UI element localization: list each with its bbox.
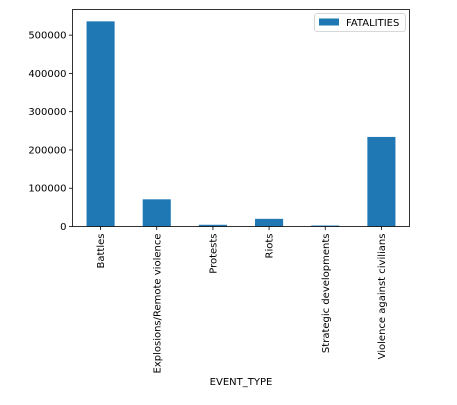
bar-5 <box>367 136 396 227</box>
x-axis-title: EVENT_TYPE <box>210 377 273 388</box>
x-axis: Battles Explosions/Remote violence Protest… <box>96 226 388 374</box>
y-axis: 0 100000 200000 300000 400000 500000 <box>28 31 73 233</box>
y-tick-label: 300000 <box>28 107 66 118</box>
y-tick-label: 0 <box>60 222 66 233</box>
plot-area-frame <box>72 9 410 227</box>
legend: FATALITIES <box>314 13 406 32</box>
x-tick-label: Violence against civilians <box>377 234 388 360</box>
bar-2 <box>198 224 227 227</box>
y-tick-label: 100000 <box>28 184 66 195</box>
legend-swatch <box>319 18 339 26</box>
x-tick-label: Protests <box>208 234 219 274</box>
y-tick-label: 200000 <box>28 145 66 156</box>
bar-3 <box>255 218 284 227</box>
y-tick-label: 500000 <box>28 31 66 42</box>
bars <box>86 21 396 227</box>
bar-1 <box>142 199 171 227</box>
legend-label-fatalities: FATALITIES <box>346 18 399 29</box>
x-tick-label: Battles <box>96 234 107 269</box>
x-tick-label: Riots <box>265 234 276 259</box>
bar-0 <box>86 21 115 227</box>
y-tick-label: 400000 <box>28 69 66 80</box>
x-tick-label: Strategic developments <box>321 234 332 354</box>
legend-frame <box>314 13 406 32</box>
x-tick-label: Explosions/Remote violence <box>152 234 163 374</box>
bar-4 <box>311 225 340 227</box>
